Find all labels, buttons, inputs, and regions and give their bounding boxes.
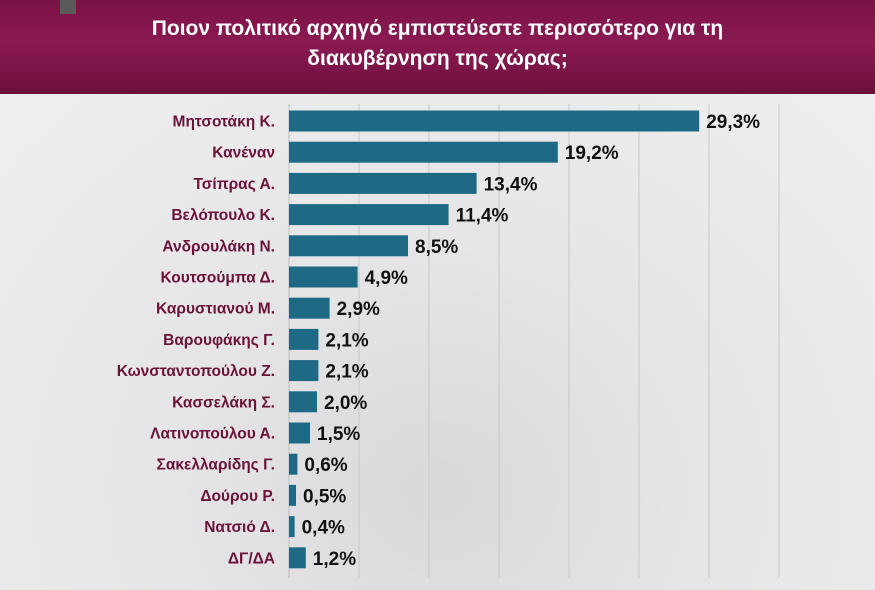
bar-chart: Μητσοτάκη Κ. Κανέναν Τσίπρας Α. Βελόπουλο Κ…	[117, 104, 780, 578]
bar	[289, 360, 319, 382]
bar	[289, 391, 317, 413]
value-label: 0,4%	[302, 518, 345, 539]
category-label: Ανδρουλάκη Ν.	[162, 238, 275, 255]
category-label: Δούρου Ρ.	[200, 488, 275, 505]
value-label: 0,6%	[304, 455, 347, 476]
category-label: Νατσιό Δ.	[204, 519, 275, 536]
bar	[289, 141, 558, 163]
category-label: Κωνσταντοπούλου Ζ.	[117, 363, 275, 380]
bar	[289, 110, 700, 132]
category-label: Τσίπρας Α.	[193, 176, 275, 193]
category-label: Μητσοτάκη Κ.	[173, 114, 275, 131]
value-label: 11,4%	[456, 206, 509, 227]
chart-title: Ποιον πολιτικό αρχηγό εμπιστεύεστε περισ…	[0, 14, 875, 74]
chart-title-line-1: Ποιον πολιτικό αρχηγό εμπιστεύεστε περισ…	[151, 17, 724, 40]
category-label: Κουτσούμπα Δ.	[160, 270, 275, 287]
category-labels: Μητσοτάκη Κ. Κανέναν Τσίπρας Α. Βελόπουλο Κ…	[117, 114, 275, 568]
value-label: 1,2%	[313, 549, 356, 570]
category-label: ΔΓ/ΔΑ	[228, 550, 275, 567]
value-label: 13,4%	[484, 174, 538, 195]
category-label: Σακελλαρίδης Γ.	[157, 457, 275, 474]
bar	[289, 516, 295, 538]
value-label: 4,9%	[365, 268, 408, 289]
category-label: Κασσελάκη Σ.	[172, 394, 275, 411]
bar	[289, 266, 358, 288]
value-label: 19,2%	[565, 143, 619, 164]
logo-fragment	[60, 0, 76, 14]
bar	[289, 204, 449, 226]
bar	[289, 235, 408, 257]
category-label: Λατινοπούλου Α.	[150, 426, 275, 443]
value-label: 1,5%	[317, 424, 360, 445]
value-label: 2,1%	[325, 362, 368, 383]
bar	[289, 547, 306, 569]
bar	[289, 422, 310, 444]
value-label: 2,1%	[325, 330, 368, 351]
category-label: Βελόπουλο Κ.	[171, 207, 275, 224]
bar	[289, 484, 296, 506]
value-label: 2,9%	[337, 299, 380, 320]
value-label: 8,5%	[415, 237, 458, 258]
value-label: 29,3%	[706, 112, 760, 133]
bar	[289, 172, 477, 194]
category-label: Βαρουφάκης Γ.	[163, 332, 275, 349]
value-label: 0,5%	[303, 486, 346, 507]
chart-title-line-2: διακυβέρνηση της χώρας;	[307, 47, 568, 70]
value-label: 2,0%	[324, 393, 367, 414]
bars	[289, 110, 700, 569]
bar	[289, 297, 330, 319]
bar	[289, 328, 319, 350]
category-label: Καρυστιανού Μ.	[156, 301, 275, 318]
value-labels: 29,3% 19,2% 13,4% 11,4% 8,5% 4,9% 2,9% 2,1% 2,1%…	[302, 112, 761, 570]
chart-header: Ποιον πολιτικό αρχηγό εμπιστεύεστε περισ…	[0, 0, 875, 94]
bar	[289, 453, 298, 475]
category-label: Κανέναν	[212, 145, 275, 162]
